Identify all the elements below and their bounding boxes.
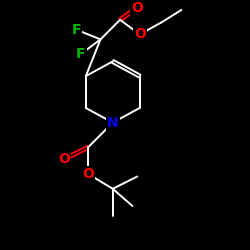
Text: O: O bbox=[134, 28, 146, 42]
Text: O: O bbox=[82, 167, 94, 181]
Text: O: O bbox=[131, 0, 143, 14]
Text: O: O bbox=[58, 152, 70, 166]
Text: F: F bbox=[71, 22, 81, 36]
Text: F: F bbox=[76, 47, 86, 61]
Text: N: N bbox=[107, 116, 118, 130]
